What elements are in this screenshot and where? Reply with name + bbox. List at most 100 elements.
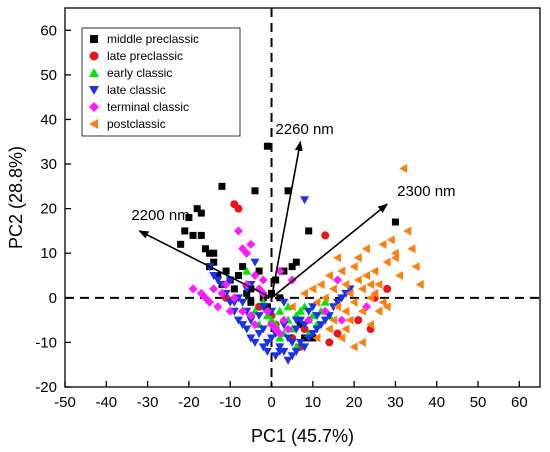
data-point [251,187,259,195]
data-point [287,352,297,361]
data-point [275,343,285,352]
data-point [390,253,399,263]
legend-label: middle preclassic [107,32,199,46]
data-point [188,284,198,294]
data-point [300,321,310,330]
data-point [193,205,201,213]
data-point [263,142,271,150]
legend-marker [89,51,99,61]
data-point [337,333,346,343]
data-point [333,302,342,312]
data-points [177,142,424,365]
data-point [214,272,222,280]
vector-label: 2300 nm [397,183,455,200]
data-point [284,187,292,195]
legend-label: postclassic [107,117,166,131]
data-point [275,347,285,356]
data-point [304,315,314,325]
data-point [328,303,338,312]
data-point [291,316,301,325]
data-point [300,343,310,352]
data-point [210,249,218,257]
data-point [386,235,395,245]
data-point [258,303,268,312]
axes: -50 -40 -30 -20 -10 0 10 20 30 40 50 60 -20 -10 0 10 20 3… [35,22,527,411]
data-point [177,240,185,248]
legend-marker [89,102,99,112]
data-point [415,279,424,289]
data-point [324,271,333,281]
data-point [230,285,238,293]
data-point [411,262,420,272]
data-point [349,342,358,352]
data-point [276,294,284,302]
data-point [362,271,371,281]
data-point [233,226,243,236]
data-point [283,302,293,311]
data-point [341,289,351,298]
legend: middle preclassic late preclassic early cl… [81,27,241,137]
data-point [271,352,281,361]
x-tick-label: 40 [428,394,445,411]
data-point [366,293,375,303]
data-point [262,306,272,316]
data-point [201,245,209,253]
data-point [341,324,350,334]
x-tick-label: 20 [346,394,363,411]
legend-box [81,27,241,137]
vector-arrow [138,230,272,299]
data-point [304,307,314,316]
data-point [210,258,218,266]
legend-label: terminal classic [107,100,189,114]
data-point [300,288,309,298]
data-point [234,204,243,213]
vector-arrow [270,140,303,298]
data-point [197,231,205,239]
y-tick-label: 60 [40,22,57,39]
data-point [320,306,330,316]
data-point [353,275,362,285]
loading-vectors: 2200 nm 2260 nm 2300 nm [131,121,456,299]
data-point [357,284,366,294]
data-point [206,249,214,257]
data-point [292,258,300,266]
data-point [246,311,256,321]
x-tick-label: 60 [511,394,528,411]
data-point [366,320,375,330]
data-point [333,275,343,285]
data-point [345,315,354,325]
data-point [357,337,366,347]
data-point [308,311,318,320]
data-point [272,276,280,284]
vector-label: 2200 nm [131,207,189,224]
data-point [213,302,223,312]
data-point [337,266,346,276]
data-point [181,227,189,235]
x-tick-label: -10 [219,394,241,411]
data-point [242,266,252,275]
data-point [250,271,260,281]
data-point [213,276,223,285]
data-point [291,347,301,356]
data-point [246,316,256,325]
data-point [262,347,272,356]
data-point [325,338,334,347]
legend-marker [90,35,98,43]
data-point [242,325,252,334]
data-point [308,329,318,338]
data-point [362,244,371,254]
x-tick-label: -50 [54,394,76,411]
series-postclassic [287,164,424,352]
data-point [250,320,260,330]
data-point [324,324,333,334]
data-point [239,263,247,271]
data-point [354,316,363,325]
data-point [370,266,379,276]
data-point [345,288,354,298]
data-point [399,164,408,174]
data-point [382,257,391,267]
data-point [305,227,313,235]
data-point [279,298,289,307]
y-tick-label: -10 [35,334,57,351]
